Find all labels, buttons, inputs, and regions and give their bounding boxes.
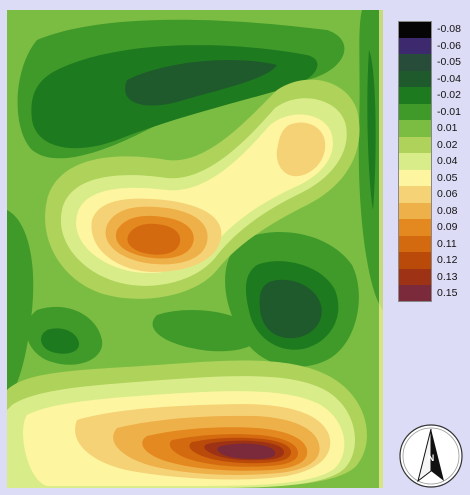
legend-swatch [398, 70, 432, 87]
legend-swatch [398, 120, 432, 137]
legend-entry: 0.01 [398, 120, 468, 137]
legend-entry: -0.06 [398, 37, 468, 54]
contour-map [7, 10, 383, 488]
legend-entry: -0.05 [398, 54, 468, 71]
legend-label: -0.02 [437, 89, 461, 101]
legend-entry: -0.08 [398, 21, 468, 38]
legend-label: -0.05 [437, 56, 461, 68]
legend-label: 0.08 [437, 204, 458, 217]
legend-swatch [398, 21, 432, 38]
legend-label: 0.09 [437, 221, 458, 233]
legend-label: -0.04 [437, 72, 461, 85]
legend-label: 0.13 [437, 270, 458, 283]
legend-entry: 0.04 [398, 153, 468, 170]
map-edge [379, 10, 383, 488]
legend-swatch [398, 235, 432, 252]
legend-swatch [398, 202, 432, 219]
legend-entry: 0.13 [398, 268, 468, 285]
legend-swatch [398, 219, 432, 236]
legend-swatch [398, 153, 432, 170]
north-letter: N [428, 453, 435, 463]
legend-label: 0.15 [437, 287, 458, 299]
legend-swatch [398, 103, 432, 120]
legend-entry: -0.02 [398, 87, 468, 104]
legend-swatch [398, 169, 432, 186]
legend-entry: -0.04 [398, 70, 468, 87]
legend-label: 0.04 [437, 155, 458, 167]
legend-label: 0.01 [437, 122, 458, 134]
legend-label: -0.06 [437, 39, 461, 52]
legend-entry: 0.09 [398, 219, 468, 236]
legend-swatch [398, 37, 432, 54]
legend-entry: 0.12 [398, 252, 468, 269]
legend-label: 0.11 [437, 237, 457, 250]
legend-swatch [398, 87, 432, 104]
legend-swatch [398, 285, 432, 302]
legend-label: -0.08 [437, 23, 461, 35]
legend-label: 0.02 [437, 138, 458, 151]
legend-swatch [398, 268, 432, 285]
legend-entry: 0.11 [398, 235, 468, 252]
legend-swatch [398, 54, 432, 71]
legend-label: 0.12 [437, 254, 458, 266]
north-arrow-icon: N [399, 424, 463, 488]
contour-level-0.15 [217, 443, 276, 459]
legend-entry: 0.06 [398, 186, 468, 203]
legend-entry: 0.08 [398, 202, 468, 219]
legend-label: -0.01 [437, 105, 461, 118]
legend-label: 0.06 [437, 188, 458, 200]
legend: -0.08 -0.06 -0.05 -0.04 -0.02 -0.01 0.01 0.02 0.… [398, 21, 468, 302]
legend-swatch [398, 136, 432, 153]
legend-entry: -0.01 [398, 103, 468, 120]
legend-swatch [398, 252, 432, 269]
legend-label: 0.05 [437, 171, 458, 184]
contour-level-neg-0.04 [125, 60, 322, 339]
legend-entry: 0.02 [398, 136, 468, 153]
legend-swatch [398, 186, 432, 203]
legend-entry: 0.15 [398, 285, 468, 302]
legend-entry: 0.05 [398, 169, 468, 186]
